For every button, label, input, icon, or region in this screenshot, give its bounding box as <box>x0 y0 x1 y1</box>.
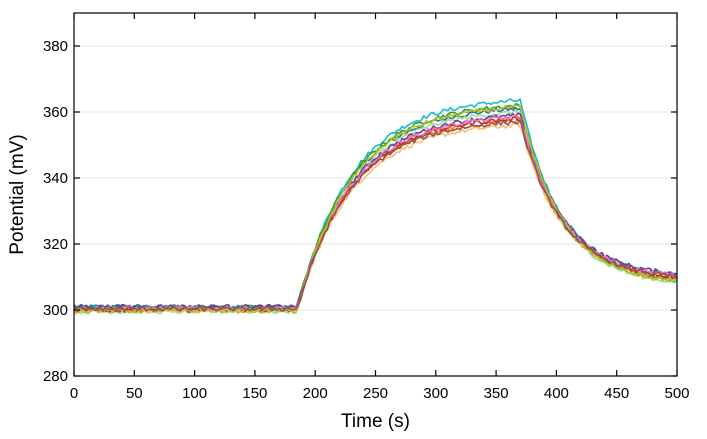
x-tick-label: 450 <box>604 385 629 402</box>
y-tick-label: 280 <box>43 368 68 385</box>
x-tick-label: 50 <box>126 385 143 402</box>
y-tick-label: 380 <box>43 38 68 55</box>
x-tick-label: 150 <box>242 385 267 402</box>
y-tick-label: 320 <box>43 236 68 253</box>
y-axis-title: Potential (mV) <box>7 134 28 254</box>
x-tick-label: 350 <box>484 385 509 402</box>
x-tick-label: 100 <box>182 385 207 402</box>
x-tick-label: 400 <box>544 385 569 402</box>
y-tick-label: 300 <box>43 302 68 319</box>
x-tick-label: 0 <box>70 385 78 402</box>
grid-layer <box>74 45 677 311</box>
x-axis-title: Time (s) <box>341 411 410 432</box>
y-tick-label: 340 <box>43 170 68 187</box>
y-tick-label: 360 <box>43 104 68 121</box>
series-line-trace-11 <box>73 119 678 312</box>
x-tick-label: 250 <box>363 385 388 402</box>
ticks-layer: 280 300 320 340 360 380 0 50 100 150 200 250 300 350 4… <box>43 13 690 402</box>
x-tick-label: 200 <box>303 385 328 402</box>
series-layer <box>73 98 678 315</box>
x-tick-label: 300 <box>423 385 448 402</box>
x-tick-label: 500 <box>664 385 689 402</box>
